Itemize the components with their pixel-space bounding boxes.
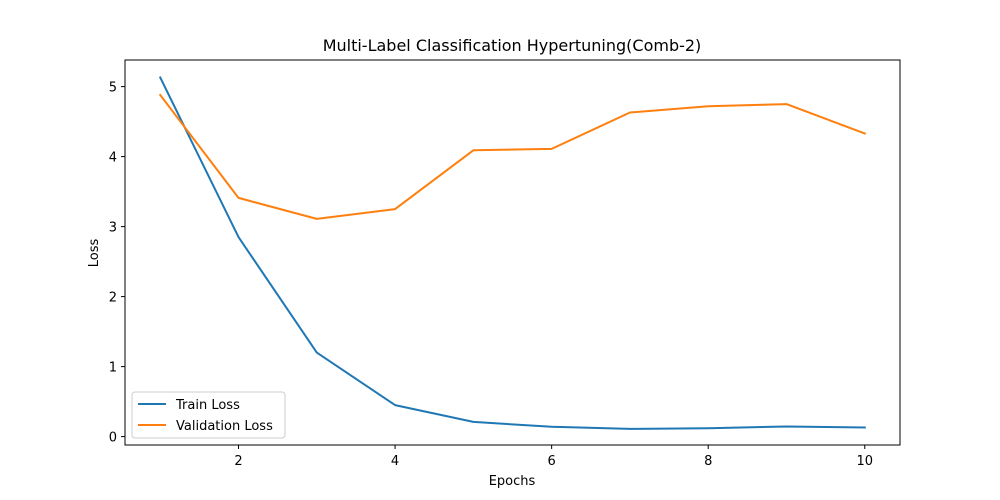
x-tick-label: 10 xyxy=(856,454,873,469)
y-tick-label: 4 xyxy=(109,151,117,166)
x-tick-label: 4 xyxy=(391,454,399,469)
series-line-validation-loss xyxy=(158,93,867,220)
legend-box xyxy=(131,391,286,439)
x-tick-label: 8 xyxy=(704,454,712,469)
y-tick-label: 1 xyxy=(109,361,117,376)
y-axis-label: Loss xyxy=(87,239,102,268)
y-tick-label: 3 xyxy=(109,221,117,236)
chart-title: Multi-Label Classification Hypertuning(C… xyxy=(323,36,702,55)
x-tick-label: 2 xyxy=(234,454,242,469)
legend-label-validation-loss: Validation Loss xyxy=(176,419,273,434)
y-tick-label: 0 xyxy=(109,431,117,446)
x-tick-label: 6 xyxy=(548,454,556,469)
series-line-train-loss xyxy=(158,76,866,430)
y-tick-label: 5 xyxy=(109,81,117,96)
x-axis-ticks: 2 4 6 8 10 xyxy=(234,445,873,469)
y-tick-label: 2 xyxy=(109,291,117,306)
plot-series xyxy=(158,76,867,430)
x-axis-label: Epochs xyxy=(489,474,536,489)
y-axis-ticks: 0 1 2 3 4 5 xyxy=(109,81,125,446)
legend-label-train-loss: Train Loss xyxy=(175,398,240,413)
legend: Train Loss Validation Loss xyxy=(131,391,286,439)
plot-frame xyxy=(124,59,901,446)
